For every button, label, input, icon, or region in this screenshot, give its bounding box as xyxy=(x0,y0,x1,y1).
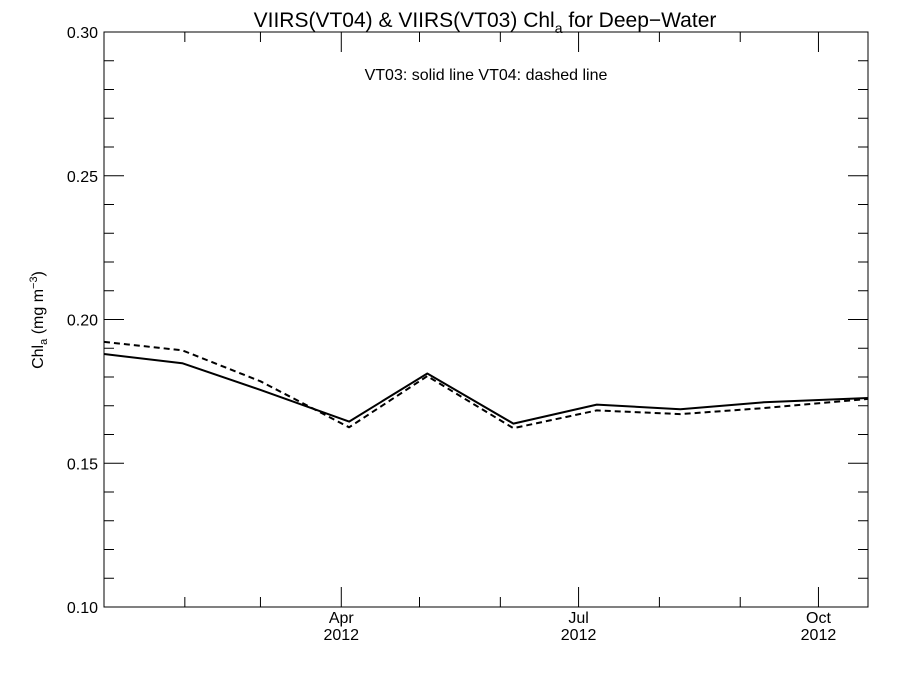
y-tick-label: 0.20 xyxy=(67,313,98,330)
chart-title: VIIRS(VT04) & VIIRS(VT03) Chla for Deep−… xyxy=(254,9,717,36)
x-tick-label-year: 2012 xyxy=(561,627,597,644)
series-line-vt04 xyxy=(103,340,869,430)
y-tick-labels: 0.10 0.15 0.20 0.25 0.30 xyxy=(67,25,98,617)
chart-title-main: VIIRS(VT04) & VIIRS(VT03) Chl xyxy=(254,9,555,32)
plot-frame xyxy=(103,31,869,608)
chart-title-subscript: a xyxy=(555,20,563,36)
y-axis-label-unit: (mg m xyxy=(30,289,47,339)
y-axis-label-subscript: a xyxy=(38,338,50,345)
x-tick-label-month: Apr xyxy=(329,610,355,627)
y-tick-label: 0.30 xyxy=(67,25,98,42)
y-axis-label: Chla (mg m−3) xyxy=(28,271,50,369)
y-axis-label-unit-sup: −3 xyxy=(28,276,40,289)
y-axis-label-main: Chl xyxy=(30,345,47,369)
series-lines xyxy=(103,340,869,430)
chart-title-suffix: for Deep−Water xyxy=(563,9,717,32)
y-tick-label: 0.10 xyxy=(67,600,98,617)
axis-ticks xyxy=(104,31,868,608)
series-line-vt03 xyxy=(103,353,869,425)
x-tick-label-month: Oct xyxy=(806,610,831,627)
x-tick-label-year: 2012 xyxy=(801,627,837,644)
legend-annotation: VT03: solid line VT04: dashed line xyxy=(365,67,608,84)
y-tick-label: 0.15 xyxy=(67,456,98,473)
y-axis-label-unit-close: ) xyxy=(30,271,47,276)
y-tick-label: 0.25 xyxy=(67,169,98,186)
x-tick-label-year: 2012 xyxy=(323,627,359,644)
x-tick-label-month: Jul xyxy=(568,610,588,627)
